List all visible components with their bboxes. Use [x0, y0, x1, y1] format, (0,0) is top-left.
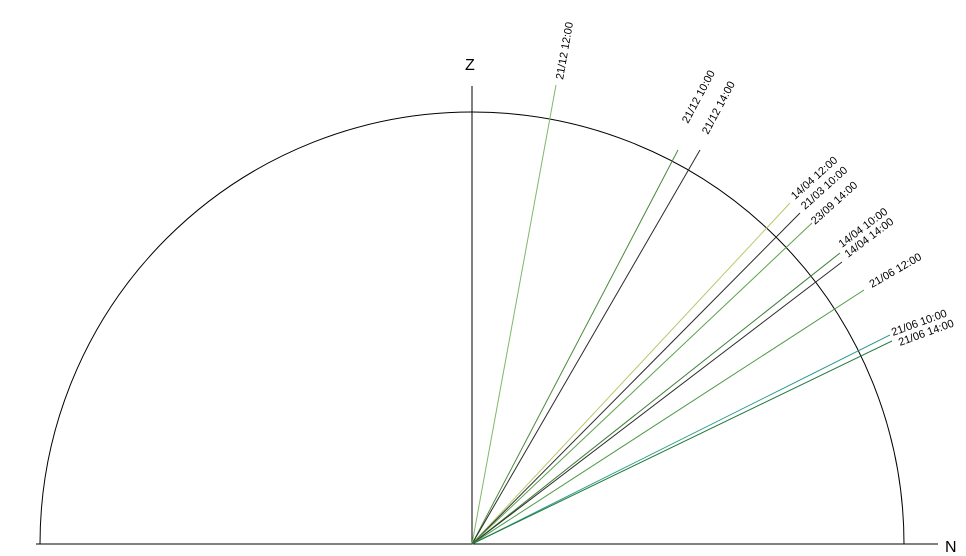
ray-line [471, 289, 865, 545]
ray-label: 21/06 12:00 [868, 251, 924, 290]
horizontal-axis-label: N [945, 539, 957, 556]
ray-line [471, 202, 791, 545]
ray-line [471, 84, 557, 545]
ray-line [471, 149, 701, 545]
ray-line [471, 261, 843, 545]
ray-line [471, 334, 891, 545]
ray-line [471, 212, 801, 545]
ray-label: 21/12 12:00 [554, 21, 576, 80]
vertical-axis-label: Z [465, 57, 475, 74]
ray-line [471, 252, 841, 545]
ray-line [471, 340, 893, 545]
ray-line [471, 149, 679, 545]
ray-line [471, 222, 813, 545]
